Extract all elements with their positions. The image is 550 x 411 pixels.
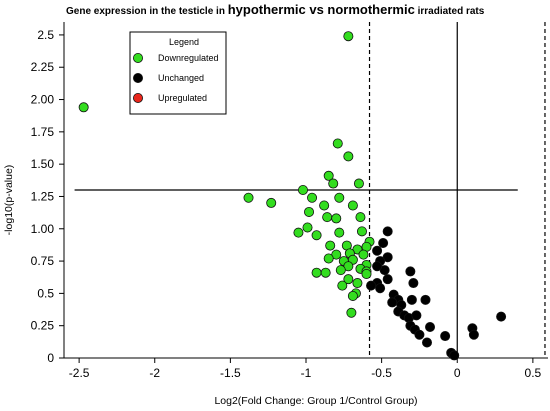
x-tick-label: -1 — [301, 366, 312, 380]
downregulated-point — [293, 227, 304, 238]
downregulated-point — [356, 226, 367, 237]
y-tick-label: 0.25 — [31, 319, 55, 333]
unchanged-point — [420, 294, 431, 305]
y-tick-label: 0.5 — [37, 286, 54, 300]
downregulated-point — [320, 267, 331, 278]
downregulated-point — [358, 249, 369, 260]
y-tick-label: 0 — [47, 351, 54, 365]
downregulated-point — [347, 200, 358, 211]
downregulated-point — [343, 274, 354, 285]
downregulated-point — [337, 280, 348, 291]
downregulated-point — [343, 151, 354, 162]
unchanged-point — [378, 237, 389, 248]
downregulated-point — [307, 192, 318, 203]
chart-title: Gene expression in the testicle in hypot… — [66, 2, 484, 17]
y-tick-label: 2.25 — [31, 60, 55, 74]
downregulated-point — [323, 170, 334, 181]
downregulated-point — [335, 265, 346, 276]
legend: Legend Downregulated Unchanged Upregulated — [129, 31, 227, 115]
legend-label-downregulated: Downregulated — [158, 53, 219, 63]
chart-title-part-2: hypothermic vs normothermic — [227, 2, 415, 17]
y-tick-label: 1.00 — [31, 222, 55, 236]
unchanged-point — [408, 278, 419, 289]
data-points — [78, 31, 507, 361]
legend-marker-downregulated — [132, 53, 143, 64]
downregulated-point — [334, 192, 345, 203]
unchanged-point — [414, 329, 425, 340]
unchanged-point — [406, 294, 417, 305]
legend-box — [129, 31, 227, 115]
unchanged-point — [382, 274, 393, 285]
x-tick-label: -2.5 — [69, 366, 90, 380]
legend-marker-upregulated — [132, 93, 143, 104]
unchanged-point — [496, 311, 507, 322]
downregulated-point — [331, 213, 342, 224]
downregulated-point — [302, 222, 313, 233]
chart-title-part-1: Gene expression in the testicle in — [66, 6, 228, 17]
downregulated-point — [343, 31, 354, 42]
unchanged-point — [449, 350, 460, 361]
unchanged-point — [375, 283, 386, 294]
downregulated-point — [355, 212, 366, 223]
x-axis-title: Log2(Fold Change: Group 1/Control Group) — [214, 395, 417, 407]
x-tick-label: -2 — [149, 366, 160, 380]
unchanged-point — [468, 329, 479, 340]
downregulated-point — [243, 192, 254, 203]
x-tick-label: 0 — [454, 366, 461, 380]
unchanged-point — [405, 266, 416, 277]
downregulated-point — [78, 102, 89, 113]
legend-label-upregulated: Upregulated — [158, 93, 207, 103]
unchanged-point — [387, 297, 398, 308]
downregulated-point — [334, 227, 345, 238]
legend-marker-unchanged — [132, 73, 143, 84]
unchanged-point — [382, 226, 393, 237]
unchanged-point — [366, 280, 377, 291]
y-tick-label: 1.50 — [31, 157, 55, 171]
unchanged-point — [411, 310, 422, 321]
unchanged-point — [372, 261, 383, 272]
downregulated-point — [347, 290, 358, 301]
downregulated-point — [332, 138, 343, 149]
x-tick-label: -1.5 — [220, 366, 241, 380]
y-axis-title: -log10(p-value) — [3, 165, 15, 236]
downregulated-point — [346, 307, 357, 318]
reference-lines — [74, 22, 546, 358]
legend-label-unchanged: Unchanged — [158, 73, 204, 83]
downregulated-point — [352, 278, 363, 289]
y-tick-label: 2.5 — [37, 28, 54, 42]
downregulated-point — [319, 200, 330, 211]
downregulated-point — [266, 197, 277, 208]
x-tick-label: -0.5 — [371, 366, 392, 380]
downregulated-point — [322, 212, 333, 223]
downregulated-point — [297, 184, 308, 195]
y-tick-label: 0.75 — [31, 254, 55, 268]
unchanged-point — [372, 245, 383, 256]
axis-ticks: -2.5 -2 -1.5 -1 -0.5 0 0.5 0 0.25 0.5 0.75 1.00 1.25… — [31, 28, 542, 380]
y-tick-label: 1.25 — [31, 189, 55, 203]
legend-title: Legend — [169, 37, 199, 47]
unchanged-point — [425, 321, 436, 332]
chart-title-part-3: irradiated rats — [414, 6, 485, 17]
downregulated-point — [311, 267, 322, 278]
unchanged-point — [421, 337, 432, 348]
x-tick-label: 0.5 — [525, 366, 542, 380]
downregulated-point — [353, 178, 364, 189]
downregulated-point — [323, 253, 334, 264]
downregulated-point — [311, 230, 322, 241]
downregulated-point — [325, 240, 336, 251]
y-tick-label: 1.75 — [31, 125, 55, 139]
downregulated-point — [328, 178, 339, 189]
downregulated-point — [361, 268, 372, 279]
unchanged-point — [440, 331, 451, 342]
y-tick-label: 2.00 — [31, 93, 55, 107]
downregulated-point — [304, 206, 315, 217]
